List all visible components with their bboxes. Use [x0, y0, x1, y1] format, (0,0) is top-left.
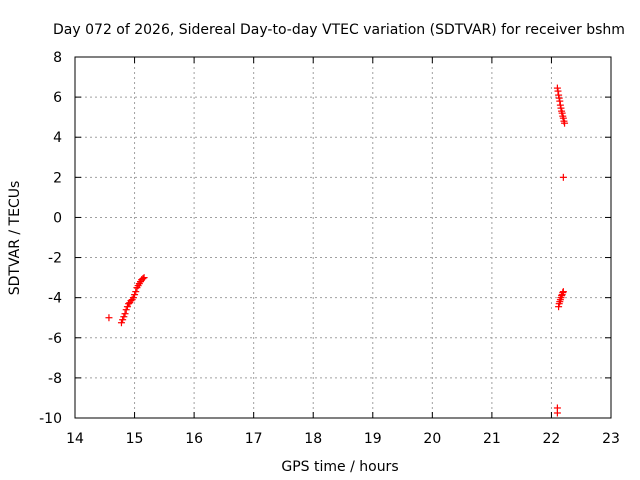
- data-point: [105, 314, 113, 322]
- data-point: [139, 275, 147, 283]
- y-tick-label: 8: [53, 50, 62, 66]
- x-axis-label: GPS time / hours: [281, 459, 398, 475]
- y-tick-label: 2: [53, 170, 62, 186]
- data-point: [121, 310, 129, 318]
- x-tick-label: 20: [423, 431, 441, 447]
- x-tick-label: 16: [185, 431, 203, 447]
- x-tick-label: 18: [304, 431, 322, 447]
- data-point: [117, 319, 125, 327]
- data-point: [561, 119, 569, 127]
- chart-title: Day 072 of 2026, Sidereal Day-to-day VTE…: [53, 22, 625, 38]
- data-point: [123, 303, 131, 311]
- data-point: [129, 294, 137, 302]
- data-point: [559, 288, 567, 296]
- x-tick-label: 21: [483, 431, 501, 447]
- data-point: [132, 288, 140, 296]
- y-tick-label: -10: [39, 411, 62, 427]
- x-tick-label: 22: [543, 431, 561, 447]
- data-point: [140, 274, 148, 282]
- y-tick-label: -8: [48, 371, 62, 387]
- y-tick-label: -6: [48, 331, 62, 347]
- data-point: [119, 316, 127, 324]
- y-axis-label: SDTVAR / TECUs: [7, 181, 23, 296]
- data-point: [131, 291, 139, 299]
- data-point: [120, 313, 128, 321]
- data-point: [122, 306, 130, 314]
- x-tick-label: 19: [364, 431, 382, 447]
- y-tick-label: 4: [53, 130, 62, 146]
- y-tick-label: 6: [53, 90, 62, 106]
- y-tick-label: -2: [48, 251, 62, 267]
- x-tick-label: 14: [66, 431, 84, 447]
- y-tick-label: 0: [53, 210, 62, 226]
- x-tick-label: 15: [126, 431, 144, 447]
- data-point: [559, 173, 567, 181]
- y-tick-label: -4: [48, 291, 62, 307]
- plot-frame: [74, 56, 612, 419]
- x-tick-label: 23: [602, 431, 620, 447]
- x-tick-label: 17: [245, 431, 263, 447]
- data-point: [553, 409, 561, 417]
